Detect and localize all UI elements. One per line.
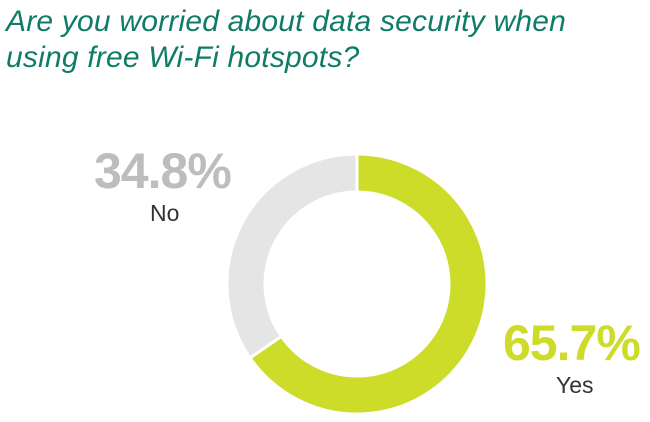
chart-title: Are you worried about data security when… — [6, 5, 566, 74]
no-category-label: No — [150, 200, 180, 226]
slice-yes — [247, 152, 489, 416]
yes-percent-label: 65.7% — [503, 315, 641, 371]
no-percent-label: 34.8% — [94, 143, 232, 199]
donut-slices — [225, 152, 489, 416]
yes-category-label: Yes — [556, 372, 594, 398]
slice-no — [225, 152, 359, 361]
